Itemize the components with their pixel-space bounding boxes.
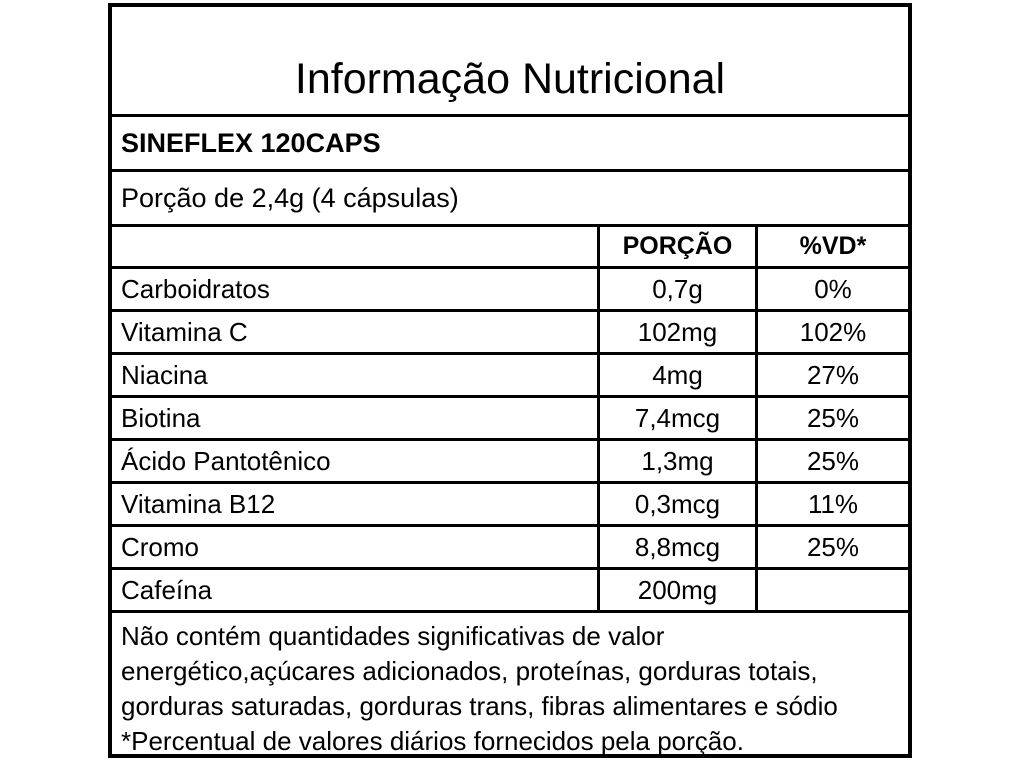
footnote-line: Não contém quantidades significativas de… <box>121 621 665 651</box>
footnote: Não contém quantidades significativas de… <box>112 613 908 756</box>
daily-value: 25% <box>755 398 908 438</box>
nutrient-name: Cafeína <box>121 574 213 605</box>
portion-value: 7,4mcg <box>597 398 755 438</box>
daily-value: 11% <box>755 484 908 524</box>
table-row: Vitamina B12 0,3mcg 11% <box>112 484 908 527</box>
table-row: Ácido Pantotênico 1,3mg 25% <box>112 441 908 484</box>
daily-value: 0% <box>755 269 908 309</box>
table-row: Vitamina C 102mg 102% <box>112 312 908 355</box>
table-title: Informação Nutricional <box>112 7 908 117</box>
portion-value: 200mg <box>597 570 755 610</box>
footnote-line: *Percentual de valores diários fornecido… <box>121 726 744 756</box>
portion-value: 8,8mcg <box>597 527 755 567</box>
nutrient-name: Cromo <box>121 531 200 562</box>
footnote-line: gorduras saturadas, gorduras trans, fibr… <box>121 691 838 721</box>
product-name: SINEFLEX 120CAPS <box>112 117 908 172</box>
header-portion: PORÇÃO <box>597 227 755 266</box>
nutrient-name: Niacina <box>121 359 208 390</box>
daily-value: 25% <box>755 441 908 481</box>
nutrient-name: Biotina <box>121 402 201 433</box>
serving-size: Porção de 2,4g (4 cápsulas) <box>112 172 908 227</box>
portion-value: 102mg <box>597 312 755 352</box>
portion-value: 0,3mcg <box>597 484 755 524</box>
nutrient-name: Vitamina C <box>121 316 248 347</box>
daily-value <box>755 570 908 610</box>
table-row: Biotina 7,4mcg 25% <box>112 398 908 441</box>
table-row: Carboidratos 0,7g 0% <box>112 269 908 312</box>
footnote-line: energético,açúcares adicionados, proteín… <box>121 656 818 686</box>
table-row: Cromo 8,8mcg 25% <box>112 527 908 570</box>
table-row: Niacina 4mg 27% <box>112 355 908 398</box>
portion-value: 0,7g <box>597 269 755 309</box>
daily-value: 102% <box>755 312 908 352</box>
nutrient-name: Vitamina B12 <box>121 488 276 519</box>
table-header-row: PORÇÃO %VD* <box>112 227 908 269</box>
table-row: Cafeína 200mg <box>112 570 908 613</box>
header-nutrient <box>112 227 597 266</box>
portion-value: 1,3mg <box>597 441 755 481</box>
nutrition-facts-table: Informação Nutricional SINEFLEX 120CAPS … <box>108 3 912 758</box>
portion-value: 4mg <box>597 355 755 395</box>
daily-value: 27% <box>755 355 908 395</box>
nutrient-name: Carboidratos <box>121 273 270 304</box>
nutrient-name: Ácido Pantotênico <box>121 445 331 476</box>
daily-value: 25% <box>755 527 908 567</box>
header-daily-value: %VD* <box>755 227 908 266</box>
